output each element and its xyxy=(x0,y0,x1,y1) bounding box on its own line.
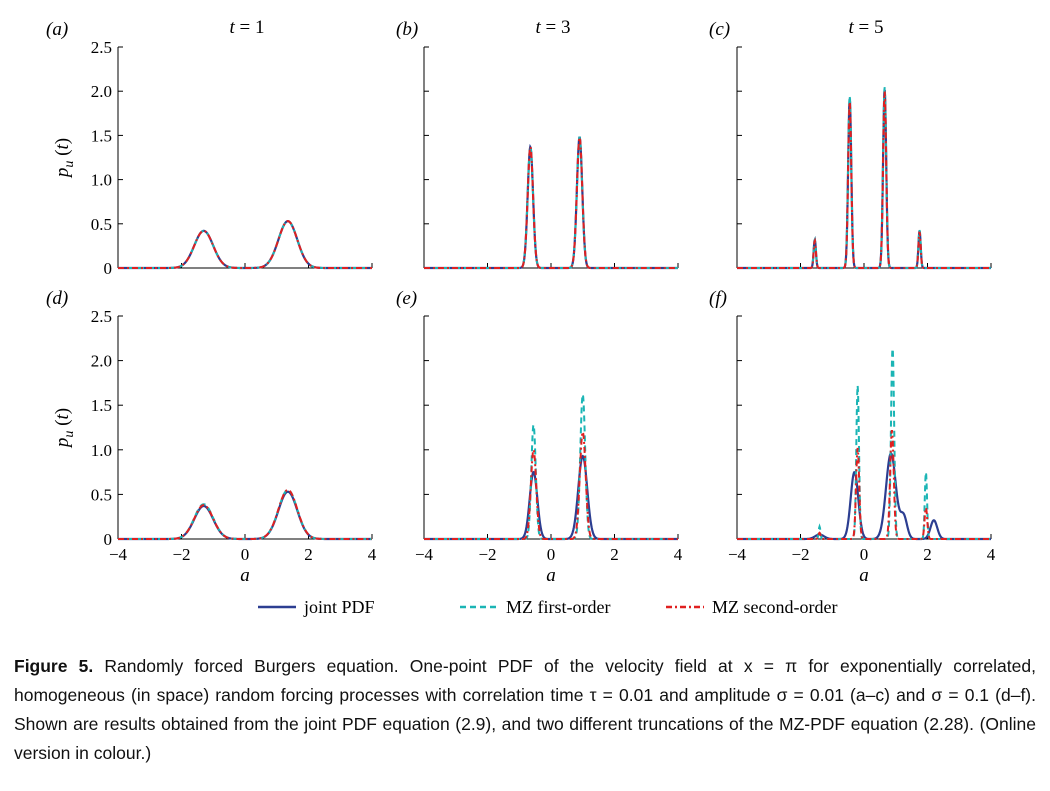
y-tick-label: 2.0 xyxy=(91,82,112,101)
y-tick-label: 1.5 xyxy=(91,126,112,145)
y-tick-label: 0 xyxy=(104,530,113,549)
x-tick-label: −4 xyxy=(728,545,747,564)
panel-title: t = 5 xyxy=(849,17,884,38)
series-line-mz-second-order xyxy=(424,429,678,540)
series-line-joint-pdf xyxy=(737,89,991,270)
series-line-joint-pdf xyxy=(118,220,372,270)
x-tick-label: 0 xyxy=(547,545,556,564)
x-tick-label: −2 xyxy=(172,545,190,564)
series-line-mz-second-order xyxy=(737,430,991,540)
panel-e: −4 −2 0 2 4 a (e) xyxy=(396,288,683,586)
x-tick-label: 2 xyxy=(923,545,932,564)
x-tick-label: 2 xyxy=(304,545,313,564)
legend-label: MZ first-order xyxy=(506,597,610,617)
series-line-mz-first-order xyxy=(737,87,991,269)
y-axis-label: pu (t) xyxy=(52,408,77,449)
x-tick-label: −2 xyxy=(478,545,496,564)
x-axis-label: a xyxy=(240,565,250,586)
y-tick-label: 1.0 xyxy=(91,441,112,460)
legend-label: MZ second-order xyxy=(712,597,837,617)
x-axis-label: a xyxy=(546,565,556,586)
x-tick-label: −4 xyxy=(109,545,128,564)
panel-b: (b) t = 3 xyxy=(396,17,679,270)
panel-letter: (f) xyxy=(709,288,727,309)
series-line-mz-second-order xyxy=(118,220,372,269)
x-tick-label: 4 xyxy=(674,545,683,564)
series-line-mz-first-order xyxy=(118,488,372,540)
y-tick-label: 2.5 xyxy=(91,38,112,57)
panel-f: −4 −2 0 2 4 a (f) xyxy=(709,288,996,586)
series-line-mz-first-order xyxy=(118,220,372,269)
series-line-mz-first-order xyxy=(424,394,678,540)
panel-letter: (a) xyxy=(46,19,68,40)
series-line-mz-first-order xyxy=(737,347,991,540)
x-tick-label: 0 xyxy=(860,545,869,564)
caption-label: Figure 5. xyxy=(14,656,94,676)
panel-c: (c) t = 5 xyxy=(709,17,992,270)
series-line-joint-pdf xyxy=(424,454,678,541)
panel-title: t = 1 xyxy=(230,17,265,38)
figure: 0 0.5 1.0 1.5 2.0 2.5 pu (t) (a) t = 1 (b) t = 3 (c… xyxy=(46,17,996,617)
x-axis-label: a xyxy=(859,565,869,586)
panel-letter: (d) xyxy=(46,288,68,309)
y-tick-label: 0.5 xyxy=(91,485,112,504)
series-line-mz-second-order xyxy=(118,488,372,540)
panel-letter: (e) xyxy=(396,288,417,309)
x-tick-label: 4 xyxy=(987,545,996,564)
x-tick-label: 2 xyxy=(610,545,619,564)
x-tick-label: 4 xyxy=(368,545,377,564)
series-line-joint-pdf xyxy=(737,452,991,541)
series-line-mz-second-order xyxy=(737,91,991,269)
panel-letter: (b) xyxy=(396,19,418,40)
x-tick-label: −4 xyxy=(415,545,434,564)
y-tick-label: 2.0 xyxy=(91,352,112,371)
figure-caption: Figure 5. Randomly forced Burgers equati… xyxy=(14,652,1036,768)
legend: joint PDF MZ first-order MZ second-order xyxy=(258,597,837,617)
panel-title: t = 3 xyxy=(536,17,571,38)
x-tick-label: −2 xyxy=(791,545,809,564)
panel-d: 0 0.5 1.0 1.5 2.0 2.5 −4 −2 0 2 4 a pu (t) (d) xyxy=(46,288,377,586)
series-line-joint-pdf xyxy=(424,136,678,270)
y-tick-label: 2.5 xyxy=(91,307,112,326)
series-line-mz-first-order xyxy=(424,136,678,269)
panel-letter: (c) xyxy=(709,19,730,40)
y-tick-label: 0.5 xyxy=(91,215,112,234)
series-line-joint-pdf xyxy=(118,490,372,541)
y-tick-label: 1.5 xyxy=(91,396,112,415)
caption-text: Randomly forced Burgers equation. One-po… xyxy=(14,656,1036,763)
x-tick-label: 0 xyxy=(241,545,250,564)
y-tick-label: 0 xyxy=(104,259,113,278)
y-axis-label: pu (t) xyxy=(52,138,77,179)
series-line-mz-second-order xyxy=(424,136,678,269)
y-tick-label: 1.0 xyxy=(91,171,112,190)
legend-label: joint PDF xyxy=(303,597,375,617)
panel-a: 0 0.5 1.0 1.5 2.0 2.5 pu (t) (a) t = 1 xyxy=(46,17,373,278)
